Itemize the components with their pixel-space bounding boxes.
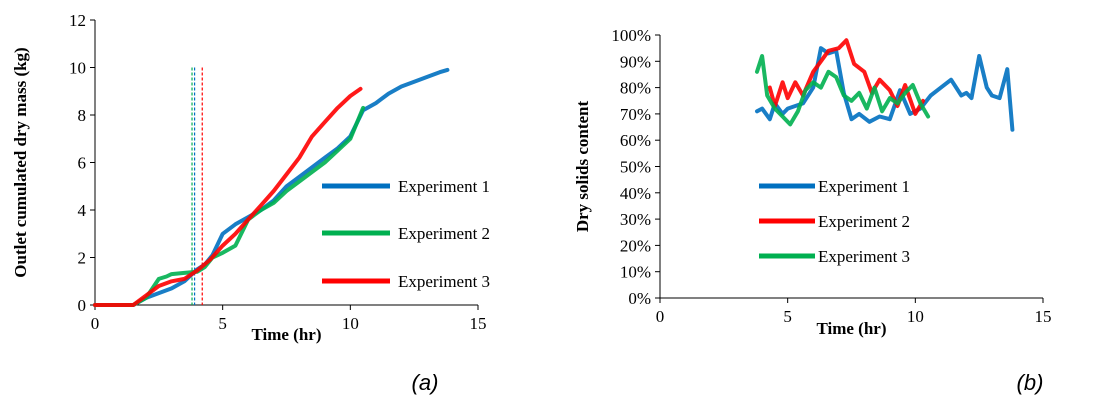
figure-caption: (b) <box>1017 370 1044 395</box>
y-tick-label: 50% <box>620 158 651 177</box>
x-tick-label: 5 <box>218 314 227 333</box>
legend-label: Experiment 2 <box>818 212 910 231</box>
x-tick-label: 15 <box>470 314 487 333</box>
y-tick-label: 10 <box>69 59 86 78</box>
y-tick-label: 0% <box>628 289 651 308</box>
y-axis-label: Outlet cumulated dry mass (kg) <box>11 47 30 277</box>
y-tick-label: 90% <box>620 52 651 71</box>
y-tick-label: 40% <box>620 184 651 203</box>
series-line <box>755 46 1015 132</box>
y-tick-label: 100% <box>611 26 651 45</box>
x-tick-label: 0 <box>656 307 665 326</box>
x-axis-label: Time (hr) <box>251 325 321 344</box>
y-tick-label: 8 <box>78 106 87 125</box>
y-axis-label: Dry solids content <box>573 101 592 233</box>
legend-label: Experiment 3 <box>398 272 490 291</box>
series-line <box>93 86 363 307</box>
legend-label: Experiment 3 <box>818 247 910 266</box>
y-tick-label: 20% <box>620 236 651 255</box>
chart-a: 0 2 4 6 8 10 12 0 5 10 15 Time (hr) Outlet cumulated… <box>11 11 490 395</box>
figure-caption: (a) <box>412 370 439 395</box>
y-tick-label: 10% <box>620 263 651 282</box>
y-tick-label: 12 <box>69 11 86 30</box>
y-tick-label: 2 <box>78 249 87 268</box>
y-tick-label: 30% <box>620 210 651 229</box>
x-tick-label: 10 <box>907 307 924 326</box>
x-axis-label: Time (hr) <box>816 319 886 338</box>
x-tick-label: 10 <box>342 314 359 333</box>
series-line <box>755 54 931 127</box>
x-tick-label: 0 <box>91 314 100 333</box>
legend-label: Experiment 2 <box>398 224 490 243</box>
x-tick-label: 5 <box>783 307 792 326</box>
y-tick-label: 70% <box>620 105 651 124</box>
y-tick-label: 0 <box>78 296 87 315</box>
x-tick-label: 15 <box>1035 307 1052 326</box>
y-tick-label: 4 <box>78 201 87 220</box>
y-tick-label: 60% <box>620 131 651 150</box>
legend-label: Experiment 1 <box>398 177 490 196</box>
legend-label: Experiment 1 <box>818 177 910 196</box>
series-line <box>93 105 366 307</box>
chart-b: 0% 10% 20% 30% 40% 50% 60% 70% 80% 90% 100% 0 5 10 15 T… <box>573 26 1052 395</box>
y-tick-label: 6 <box>78 154 87 173</box>
series-line <box>93 67 450 307</box>
y-tick-label: 80% <box>620 79 651 98</box>
